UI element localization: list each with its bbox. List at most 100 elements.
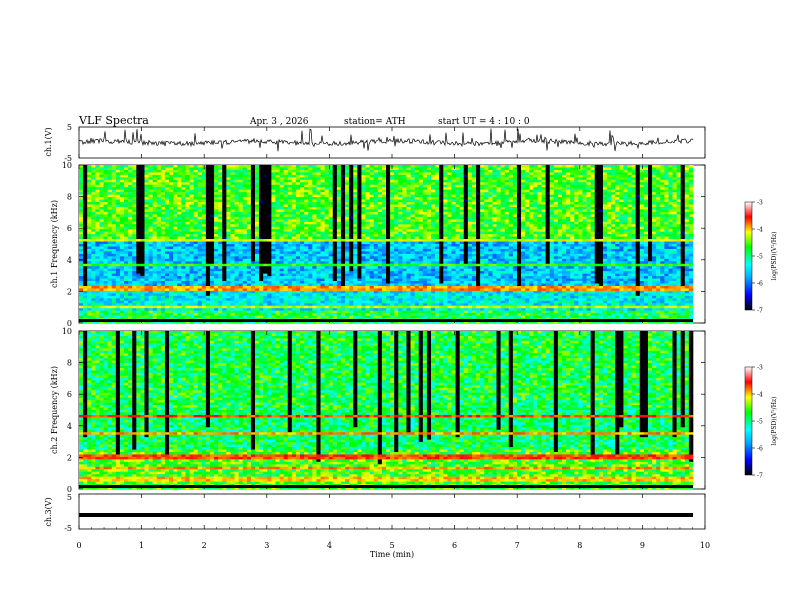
- spectrogram-cell: [332, 268, 338, 272]
- spectrogram-cell: [291, 177, 297, 181]
- spectrogram-cell: [119, 219, 125, 223]
- spectrogram-cell: [259, 285, 264, 289]
- spectrogram-cell: [226, 226, 231, 230]
- spectrogram-cell: [201, 236, 207, 240]
- spectrogram-cell: [312, 246, 317, 250]
- spectrogram-cell: [291, 295, 297, 299]
- spectrogram-cell: [132, 234, 137, 237]
- spectrogram-cell: [275, 261, 280, 265]
- spectrogram-cell: [377, 239, 383, 242]
- spectrogram-cell: [128, 315, 133, 319]
- spectrogram-cell: [295, 221, 301, 225]
- spectrogram-cell: [148, 209, 153, 213]
- spectrogram-cell: [238, 256, 244, 260]
- spectrogram-cell: [214, 251, 219, 255]
- spectrogram-cell: [381, 211, 387, 215]
- spectrogram-cell: [246, 266, 252, 269]
- spectrogram-cell: [136, 293, 141, 297]
- spectrogram-cell: [369, 226, 375, 230]
- spectrogram-cell: [91, 202, 96, 205]
- spectrogram-cell: [283, 256, 289, 260]
- spectrogram-cell: [173, 192, 178, 195]
- spectrogram-cell: [238, 169, 244, 173]
- spectrogram-cell: [132, 248, 137, 252]
- spectrogram-cell: [304, 241, 309, 245]
- spectrogram-cell: [103, 172, 108, 176]
- spectrogram-cell: [169, 211, 174, 215]
- spectrogram-cell: [181, 231, 186, 235]
- spectrogram-cell: [193, 197, 198, 200]
- spectrogram-cell: [349, 256, 354, 260]
- spectrogram-cell: [222, 214, 227, 218]
- spectrogram-cell: [238, 165, 244, 168]
- spectrogram-cell: [349, 315, 354, 319]
- spectrogram-cell: [353, 258, 358, 262]
- spectrogram-cell: [250, 221, 256, 225]
- spectrogram-cell: [381, 273, 387, 277]
- spectrogram-cell: [324, 256, 329, 260]
- spectrogram-cell: [316, 266, 321, 269]
- spectrogram-cell: [238, 244, 244, 247]
- spectrogram-cell: [99, 209, 104, 213]
- spectrogram-cell: [111, 199, 117, 203]
- spectrogram-cell: [275, 276, 280, 279]
- spectrogram-cell: [381, 261, 387, 265]
- spectrogram-cell: [226, 165, 231, 168]
- spectrogram-cell: [300, 219, 305, 223]
- spectrogram-cell: [107, 187, 113, 190]
- spectrogram-cell: [95, 288, 100, 292]
- spectrogram-cell: [283, 288, 289, 292]
- spectrogram-cell: [230, 231, 235, 235]
- spectrogram-cell: [300, 229, 305, 232]
- spectrogram-cell: [189, 224, 194, 228]
- spectrogram-cell: [259, 231, 264, 235]
- spectrogram-cell: [349, 244, 354, 247]
- spectrogram-cell: [124, 263, 129, 267]
- spectrogram-cell: [275, 310, 280, 314]
- spectrogram-cell: [209, 229, 215, 232]
- spectrogram-cell: [279, 182, 284, 186]
- spectrogram-cell: [177, 214, 182, 218]
- spectrogram-cell: [369, 189, 375, 193]
- spectrogram-cell: [390, 305, 395, 309]
- spectrogram-cell: [111, 258, 117, 262]
- spectrogram-cell: [271, 271, 276, 274]
- spectrogram-cell: [316, 305, 321, 309]
- spectrogram-cell: [340, 241, 346, 245]
- spectrogram-cell: [140, 285, 145, 289]
- spectrogram-cell: [275, 216, 280, 220]
- spectrogram-cell: [136, 174, 141, 178]
- spectrogram-cell: [263, 256, 268, 260]
- spectrogram-cell: [234, 167, 239, 171]
- spectrogram-cell: [386, 167, 391, 171]
- spectrogram-cell: [263, 226, 268, 230]
- spectrogram-cell: [324, 313, 329, 316]
- spectrogram-cell: [164, 211, 170, 215]
- spectrogram-cell: [205, 305, 211, 309]
- spectrogram-cell: [148, 246, 153, 250]
- spectrogram-cell: [279, 192, 284, 195]
- spectrogram-cell: [222, 315, 227, 319]
- spectrogram-cell: [390, 278, 395, 282]
- spectrogram-cell: [349, 179, 354, 183]
- spectrogram-cell: [148, 221, 153, 225]
- spectrogram-cell: [304, 268, 309, 272]
- spectrogram-cell: [320, 305, 325, 309]
- spectrogram-cell: [328, 216, 334, 220]
- spectrogram-cell: [361, 305, 366, 309]
- spectrogram-cell: [320, 231, 325, 235]
- spectrogram-cell: [332, 216, 338, 220]
- spectrogram-cell: [291, 268, 297, 272]
- spectrogram-cell: [136, 169, 141, 173]
- spectrogram-cell: [340, 177, 346, 181]
- spectrogram-cell: [357, 241, 362, 245]
- spectrogram-cell: [308, 290, 313, 294]
- spectrogram-cell: [201, 283, 207, 287]
- spectrogram-cell: [324, 278, 329, 282]
- spectrogram-cell: [95, 234, 100, 237]
- spectrogram-cell: [390, 204, 395, 208]
- spectrogram-cell: [209, 221, 215, 225]
- spectrogram-cell: [283, 234, 289, 237]
- spectrogram-cell: [304, 229, 309, 232]
- spectrogram-cell: [197, 189, 203, 193]
